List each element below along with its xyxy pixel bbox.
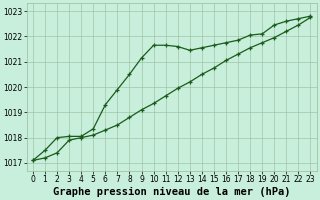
X-axis label: Graphe pression niveau de la mer (hPa): Graphe pression niveau de la mer (hPa) bbox=[53, 186, 291, 197]
